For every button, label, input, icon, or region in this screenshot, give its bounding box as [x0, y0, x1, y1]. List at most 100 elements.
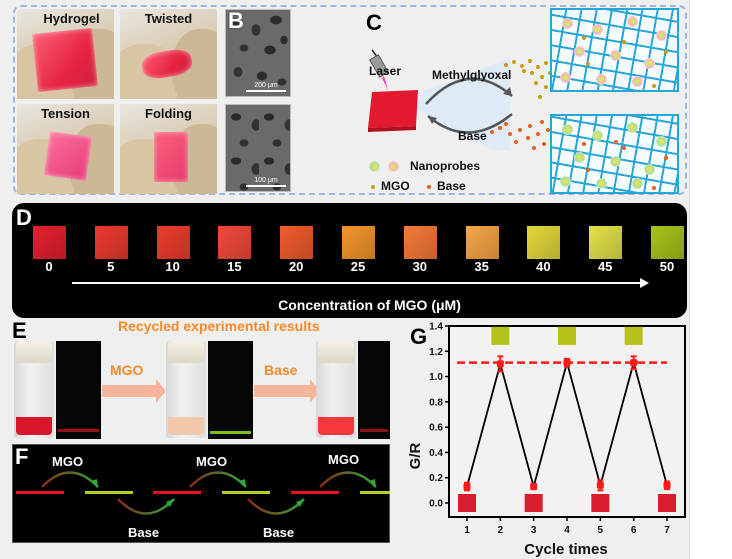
forward-arrow [425, 77, 513, 105]
panel-e-letter: E [12, 318, 27, 343]
base-dot-icon [427, 185, 431, 189]
green-state-segment [85, 491, 133, 494]
base-transition-arrow [247, 498, 305, 515]
hydrogel-sample [32, 28, 98, 92]
legend-base: Base [437, 179, 466, 193]
reaction-scheme [368, 49, 513, 150]
panel-abc-frame [13, 5, 687, 195]
data-point [530, 483, 538, 491]
f-mgo-label-3: MGO [328, 452, 360, 467]
green-state-segment [222, 491, 270, 494]
f-base-label-2: Base [263, 525, 295, 540]
vial-initial [14, 341, 54, 438]
panel-f-letter: F [15, 444, 29, 469]
switching-diagram [41, 471, 377, 515]
base-transition-arrow [117, 498, 175, 515]
x-tick-label: 2 [498, 525, 504, 536]
color-swatch [651, 226, 684, 259]
x-tick-label: 5 [598, 525, 604, 536]
arrow-head-icon [369, 479, 376, 487]
y-tick-label: 0.4 [429, 448, 443, 459]
red-state-segment [16, 491, 64, 494]
vial-liquid [318, 417, 354, 435]
photo-label: Tension [41, 106, 90, 121]
fluorescence-vial-initial [56, 341, 101, 439]
mgo-transition-arrow [189, 471, 247, 488]
color-swatch [218, 226, 252, 259]
photo-label: Hydrogel [43, 11, 100, 26]
concentration-axis-title: Concentration of MGO (μM) [278, 297, 461, 313]
swatch-concentration-label: 10 [165, 259, 180, 274]
arrow-head-icon [91, 479, 98, 487]
data-point [496, 360, 504, 368]
swatch-concentration-label: 45 [597, 259, 613, 274]
red-state-segment [291, 491, 339, 494]
color-swatch [527, 226, 561, 259]
x-tick-label: 6 [631, 525, 637, 536]
panel-d-box [12, 203, 687, 318]
sem-image-bottom: 100 μm [225, 104, 291, 192]
hydrogel-sample [154, 132, 188, 182]
swatch-concentration-label: 35 [474, 259, 489, 274]
photo-twisted: Twisted [120, 9, 217, 99]
photo-hydrogel: Hydrogel [17, 9, 114, 99]
f-base-label-1: Base [128, 525, 160, 540]
mgo-arrow [102, 379, 166, 403]
data-point [630, 359, 638, 367]
red-state-segment [153, 491, 201, 494]
arrow-head-icon [640, 278, 649, 288]
panel-c-letter: C [366, 10, 382, 35]
swatch-concentration-label: 5 [107, 259, 115, 274]
methylglyoxal-label: Methylglyoxal [432, 68, 512, 82]
arrow-head-icon [166, 499, 174, 507]
network-green-state [550, 114, 679, 194]
green-state-swatch [624, 326, 643, 345]
concentration-arrow [72, 282, 642, 284]
color-swatch [342, 226, 375, 259]
fluorescence-vial-after-base [358, 341, 390, 439]
red-state-swatch [591, 494, 610, 512]
network-red-state [550, 8, 679, 92]
y-tick-label: 1.4 [429, 322, 443, 333]
x-tick-label: 7 [664, 525, 670, 536]
data-point [596, 481, 604, 489]
y-tick-label: 0.2 [429, 473, 443, 484]
base-arrow [254, 379, 320, 403]
panel-g-letter: G [410, 324, 428, 349]
cycle-chart: 0.0 0.2 0.4 0.6 0.8 1.0 1.2 1.4 1 2 3 4 5 6 7 G/R Cycl… [407, 322, 686, 558]
color-swatch [33, 226, 66, 259]
mgo-transition-arrow [319, 471, 377, 488]
x-axis-title: Cycle times [524, 541, 607, 558]
y-tick-label: 0.8 [429, 397, 443, 408]
red-nanoprobe-icon [388, 161, 399, 172]
reverse-arrow [427, 113, 513, 134]
laser-icon [368, 49, 390, 90]
color-swatch [589, 226, 623, 259]
vial-after-base [316, 341, 356, 438]
arrow-head-icon [239, 479, 246, 487]
color-swatch [465, 226, 499, 259]
y-tick-label: 0.6 [429, 423, 443, 434]
color-swatch [94, 226, 128, 259]
red-state-swatch [524, 494, 543, 512]
swatch-concentration-label: 50 [659, 259, 675, 274]
swatch-concentration-label: 15 [227, 259, 242, 274]
swatch-concentration-label: 40 [536, 259, 551, 274]
mgo-dot-icon [371, 185, 375, 189]
panel-d-letter: D [16, 205, 32, 230]
green-state-segment [360, 491, 390, 494]
legend-mgo: MGO [381, 179, 410, 193]
x-tick-label: 4 [564, 525, 570, 536]
x-tick-label: 1 [464, 525, 470, 536]
photo-label: Folding [145, 106, 192, 121]
red-state-swatch [458, 494, 476, 512]
green-state-swatch [558, 326, 576, 345]
laser-label: Laser [369, 64, 402, 78]
legend-nanoprobes: Nanoprobes [410, 159, 481, 173]
color-swatch [280, 226, 314, 259]
mgo-arrow-label: MGO [110, 362, 144, 378]
vial-liquid [16, 417, 52, 435]
color-swatch [156, 226, 190, 259]
hydrogel-block [368, 90, 418, 132]
green-state-swatch [491, 326, 510, 345]
